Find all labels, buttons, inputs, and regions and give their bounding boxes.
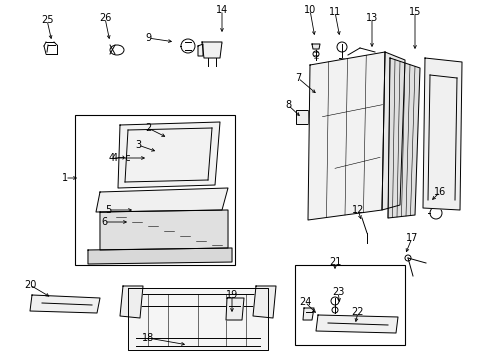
Text: 12: 12 <box>351 205 364 215</box>
Text: 23: 23 <box>331 287 344 297</box>
Polygon shape <box>120 286 142 318</box>
Text: 25: 25 <box>41 15 53 25</box>
Text: 14: 14 <box>215 5 228 15</box>
Text: 4: 4 <box>109 153 115 163</box>
Text: 20: 20 <box>24 280 36 290</box>
Text: 24: 24 <box>298 297 310 307</box>
Text: 7: 7 <box>294 73 301 83</box>
Text: 8: 8 <box>285 100 290 110</box>
Bar <box>295 110 307 124</box>
Text: 22: 22 <box>351 307 364 317</box>
Text: 6: 6 <box>101 217 107 227</box>
Text: 2: 2 <box>144 123 151 133</box>
Polygon shape <box>315 315 397 333</box>
Text: 15: 15 <box>408 7 420 17</box>
Polygon shape <box>307 52 384 220</box>
Polygon shape <box>118 122 220 188</box>
Text: 11: 11 <box>328 7 341 17</box>
Polygon shape <box>381 52 404 210</box>
Text: 4→c: 4→c <box>112 153 131 163</box>
Text: 5: 5 <box>104 205 111 215</box>
Polygon shape <box>128 288 267 350</box>
Polygon shape <box>252 286 275 318</box>
Polygon shape <box>225 298 244 320</box>
Text: 16: 16 <box>433 187 445 197</box>
Polygon shape <box>202 42 222 58</box>
Text: 19: 19 <box>225 290 238 300</box>
Text: 10: 10 <box>303 5 315 15</box>
Polygon shape <box>422 58 461 210</box>
Polygon shape <box>303 308 313 320</box>
Text: 9: 9 <box>144 33 151 43</box>
Text: 1: 1 <box>62 173 68 183</box>
Polygon shape <box>96 188 227 212</box>
Polygon shape <box>88 248 231 264</box>
Text: 17: 17 <box>405 233 417 243</box>
Bar <box>75 115 235 265</box>
Bar <box>294 265 404 345</box>
Text: 18: 18 <box>142 333 154 343</box>
Polygon shape <box>30 295 100 313</box>
Text: 21: 21 <box>328 257 341 267</box>
Polygon shape <box>387 58 419 218</box>
Text: 13: 13 <box>365 13 377 23</box>
Text: 3: 3 <box>135 140 141 150</box>
Text: 26: 26 <box>99 13 111 23</box>
Polygon shape <box>198 44 203 56</box>
Polygon shape <box>311 44 319 49</box>
Polygon shape <box>100 210 227 250</box>
